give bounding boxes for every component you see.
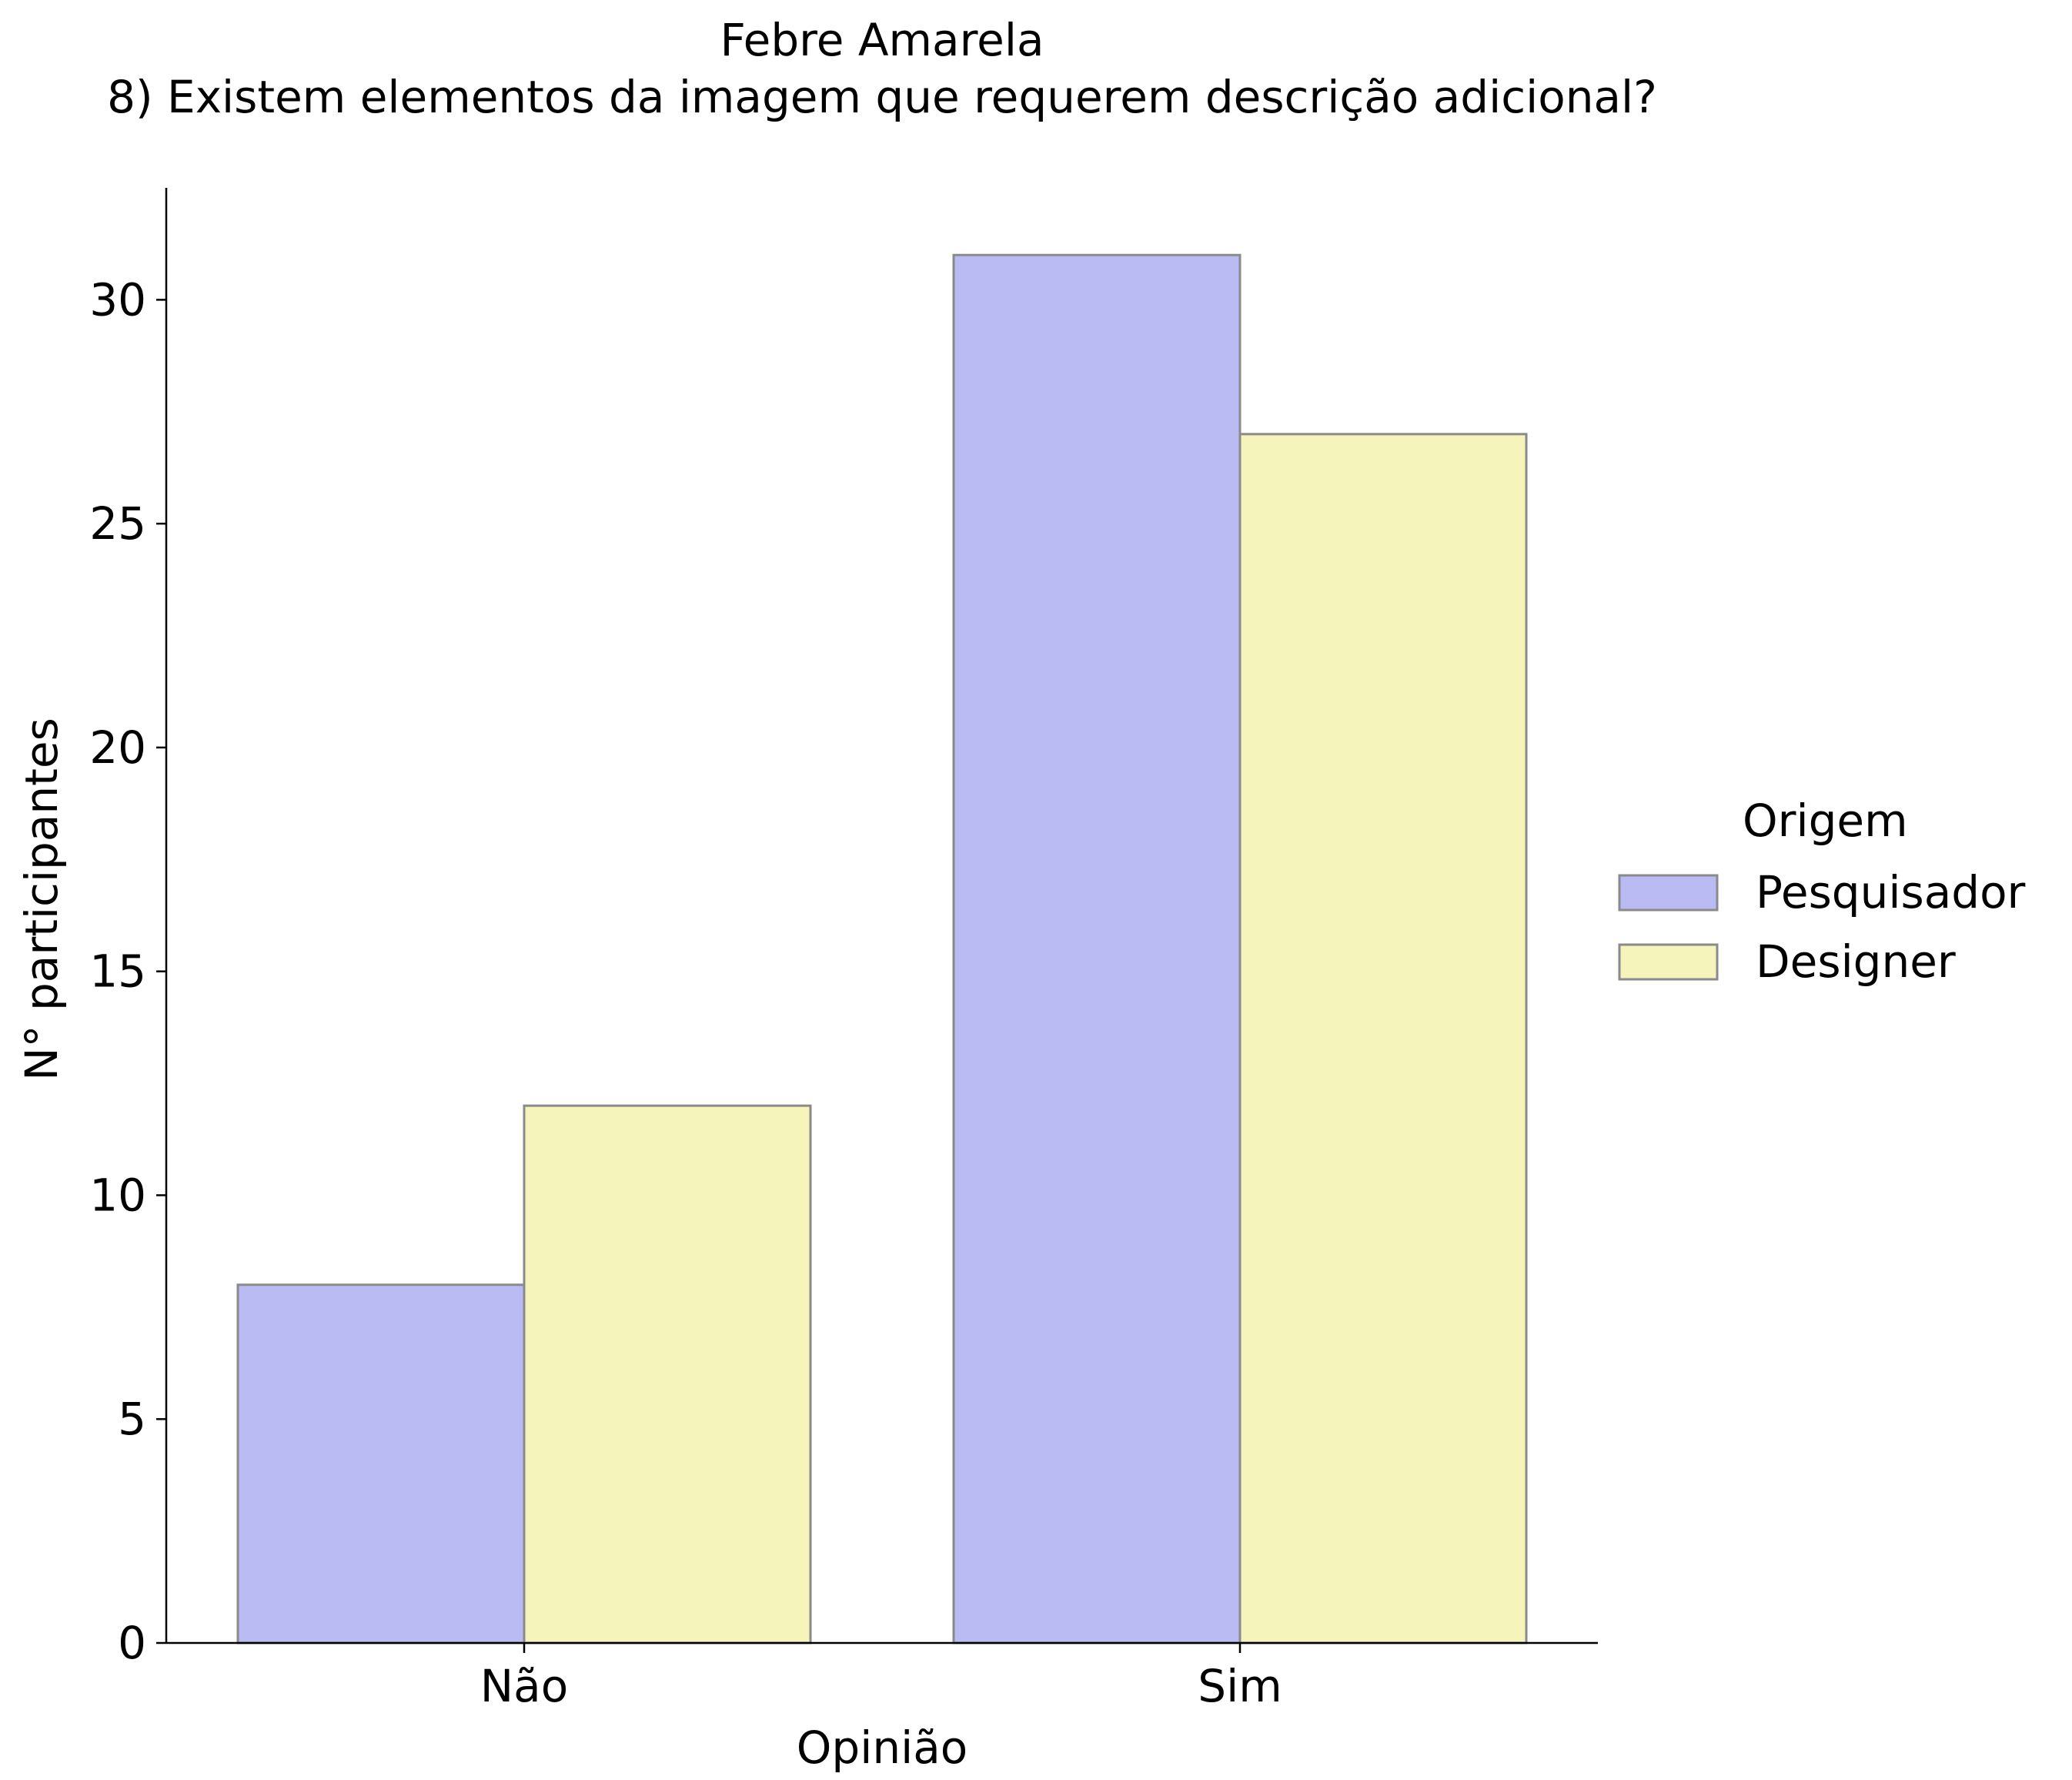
legend-label-pesquisador: Pesquisador <box>1756 866 2026 918</box>
legend-title: Origem <box>1743 795 1908 847</box>
y-tick-label: 25 <box>89 497 146 550</box>
y-tick-label: 10 <box>89 1169 146 1221</box>
bar-pesquisador-0 <box>236 1283 526 1644</box>
legend-label-designer: Designer <box>1756 935 1956 988</box>
bar-pesquisador-1 <box>952 253 1242 1644</box>
y-tick-label: 15 <box>89 945 146 998</box>
x-tick-label: Não <box>480 1660 568 1712</box>
x-tick-label: Sim <box>1198 1660 1282 1712</box>
axes-group: 0 5 10 15 20 25 30 Não Sim <box>89 188 1598 1712</box>
bar-designer-0 <box>523 1104 812 1644</box>
legend-swatch-designer <box>1618 943 1719 981</box>
bars-group <box>236 253 1528 1644</box>
bar-designer-1 <box>1238 433 1528 1644</box>
legend: Origem Pesquisador Designer <box>1618 795 2026 988</box>
y-tick-label: 0 <box>118 1617 146 1669</box>
x-axis-label: Opinião <box>797 1721 967 1774</box>
y-tick-label: 20 <box>89 721 146 774</box>
y-tick-label: 30 <box>89 273 146 326</box>
y-tick-label: 5 <box>118 1393 146 1445</box>
legend-swatch-pesquisador <box>1618 874 1719 912</box>
chart-title: Febre Amarela <box>720 14 1044 66</box>
chart-subtitle: 8) Existem elementos da imagem que reque… <box>107 71 1657 123</box>
y-axis-label: N° participantes <box>15 718 68 1081</box>
